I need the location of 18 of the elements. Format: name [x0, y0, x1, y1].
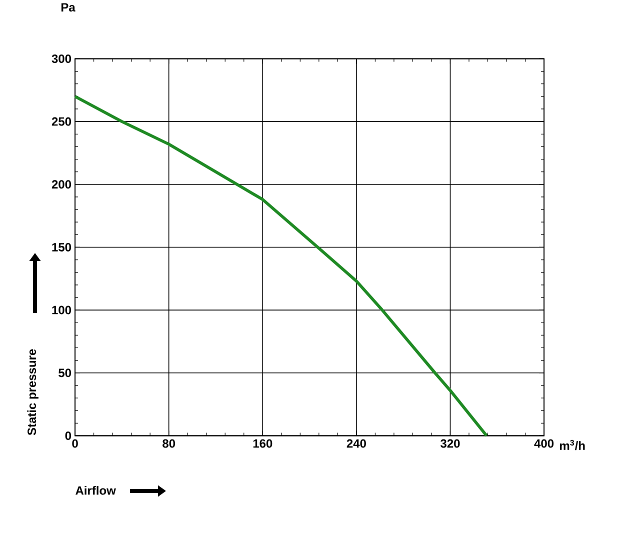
y-tick-label: 300	[52, 54, 72, 63]
y-tick-label: 250	[52, 117, 72, 126]
x-tick-label: 320	[440, 439, 460, 448]
y-axis-title: Static pressure	[27, 349, 38, 436]
text: Pa	[61, 3, 76, 12]
x-tick-label: 240	[346, 439, 366, 448]
y-tick-label: 100	[52, 306, 72, 314]
x-tick-label: 80	[162, 439, 176, 448]
x-axis-title: Airflow	[76, 486, 116, 495]
y-tick-label: 200	[52, 180, 72, 189]
y-tick-label: 50	[58, 368, 72, 378]
line-series	[74, 94, 488, 438]
x-tick-label: 0	[72, 439, 78, 448]
y-tick-label: 150	[52, 242, 72, 252]
x-tick-label: 160	[253, 439, 272, 448]
text: m$^{3}$/h	[560, 440, 585, 450]
x-tick-label: 400	[534, 439, 554, 448]
y-tick-label: 0	[65, 431, 72, 440]
